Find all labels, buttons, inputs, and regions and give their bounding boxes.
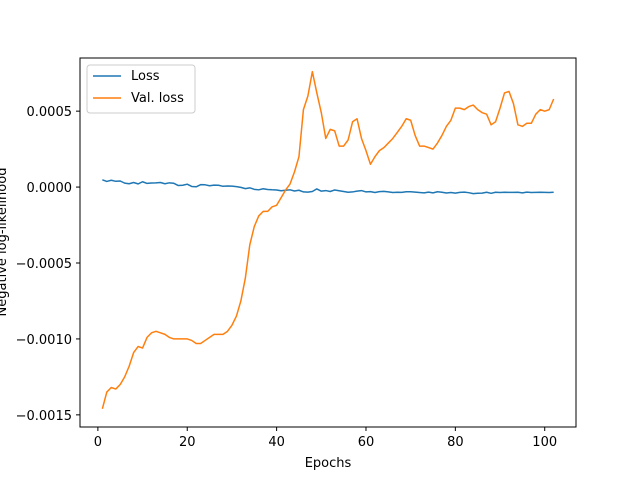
x-tick-label: 20: [179, 435, 196, 450]
y-tick-label: −0.0010: [16, 333, 72, 348]
x-axis-ticks: 0 20 40 60 80 100: [94, 427, 557, 450]
x-tick-label: 0: [94, 435, 102, 450]
legend: Loss Val. loss: [86, 64, 196, 114]
axes-frame: [79, 57, 577, 428]
y-axis-ticks: −0.0015 −0.0010 −0.0005 0.0000 0.0005: [16, 105, 80, 424]
x-tick-label: 80: [447, 435, 464, 450]
x-tick-label: 40: [268, 435, 285, 450]
series-line-loss: [102, 179, 554, 195]
legend-box: [86, 64, 196, 114]
x-tick-label: 60: [358, 435, 375, 450]
y-tick-label: −0.0015: [16, 409, 72, 424]
y-tick-label: 0.0000: [27, 181, 73, 196]
x-tick-label: 100: [532, 435, 557, 450]
legend-label-val-loss: Val. loss: [131, 91, 184, 106]
x-axis-label: Epochs: [305, 456, 352, 471]
legend-label-loss: Loss: [131, 69, 160, 84]
y-tick-label: −0.0005: [16, 257, 72, 272]
y-tick-label: 0.0005: [27, 105, 73, 120]
series-line-val-loss: [101, 70, 555, 409]
series-layer: [101, 70, 555, 409]
y-axis-label: Negative log-likelihood: [0, 168, 10, 317]
